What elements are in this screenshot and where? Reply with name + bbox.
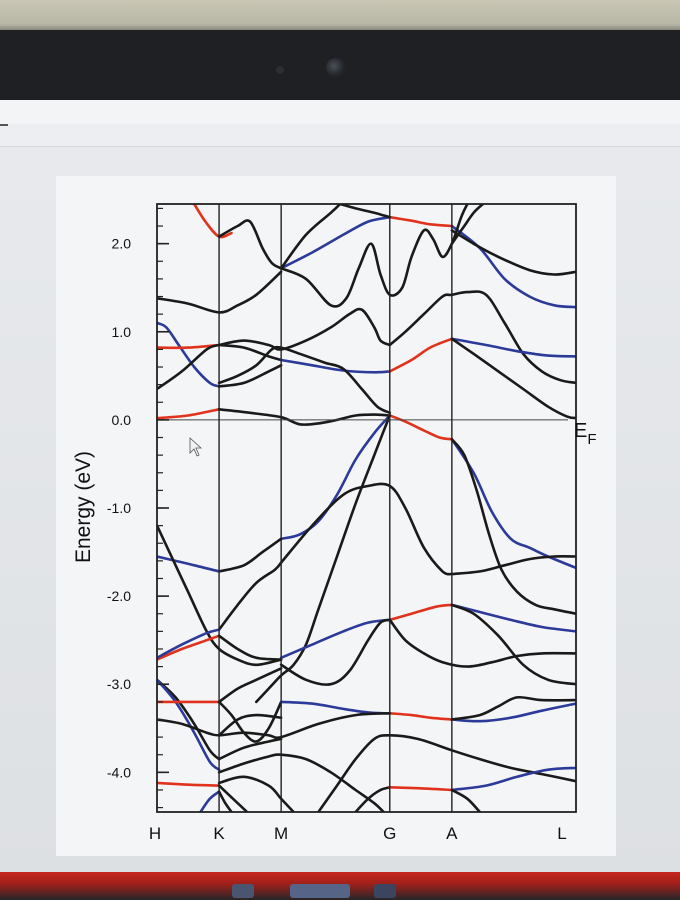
band-line-blue <box>450 603 576 633</box>
band-line-red <box>157 781 221 787</box>
labels-layer: Energy (eV) EF <box>72 420 597 563</box>
band-line-black <box>217 343 283 362</box>
band-line-black <box>450 337 576 420</box>
menu-dash-icon[interactable] <box>0 124 8 126</box>
band-line-blue <box>279 358 392 374</box>
band-line-black <box>450 204 485 245</box>
y-tick-label: -1.0 <box>107 500 131 516</box>
band-line-black <box>279 204 469 308</box>
plot-frame <box>156 203 577 813</box>
x-tick-label: K <box>213 824 225 843</box>
band-line-red <box>157 634 221 661</box>
sensor-dot <box>276 66 284 74</box>
band-line-blue <box>450 702 576 723</box>
band-line-black <box>217 790 233 812</box>
band-line-black <box>279 482 454 576</box>
band-line-blue <box>279 700 392 715</box>
band-line-black <box>217 700 283 743</box>
band-line-red <box>388 215 454 228</box>
band-line-blue <box>157 321 221 388</box>
band-line-black <box>217 713 283 737</box>
band-line-red <box>388 603 454 622</box>
mouse-cursor-icon <box>189 437 203 457</box>
band-line-black <box>217 408 392 426</box>
band-line-blue <box>157 628 221 660</box>
band-line-black <box>279 618 392 686</box>
band-line-black <box>217 307 392 351</box>
band-line-black <box>388 290 576 385</box>
band-line-black <box>450 229 576 276</box>
taskbar-app-icon[interactable] <box>374 884 396 898</box>
band-line-black <box>255 414 392 704</box>
band-line-blue <box>450 766 576 792</box>
y-tick-label: -3.0 <box>107 676 131 692</box>
band-line-blue <box>157 678 221 771</box>
band-line-blue <box>279 618 392 660</box>
band-line-red <box>192 204 233 239</box>
band-line-black <box>157 712 392 740</box>
fermi-label-subscript: F <box>587 431 596 448</box>
band-line-black <box>450 554 576 576</box>
band-line-black <box>217 364 283 388</box>
band-line-black <box>354 786 392 812</box>
band-line-black <box>217 219 283 270</box>
band-line-black <box>217 784 249 812</box>
taskbar-app-icon[interactable] <box>290 884 350 898</box>
band-line-red <box>388 786 454 792</box>
band-line-black <box>217 737 283 761</box>
band-line-black <box>217 775 295 812</box>
axes-layer: 2.0 1.0 0.0 -1.0 -2.0 -3.0 -4.0 H K M G A L <box>107 203 577 843</box>
band-line-red <box>388 337 454 373</box>
band-line-red <box>157 408 221 420</box>
y-tick-label: 2.0 <box>112 236 132 252</box>
band-line-blue <box>157 555 221 573</box>
band-line-black <box>450 788 482 812</box>
y-axis-label: Energy (eV) <box>72 451 95 563</box>
band-line-black <box>217 537 283 573</box>
y-tick-label: 1.0 <box>112 324 132 340</box>
bands-layer <box>157 204 576 812</box>
band-line-black <box>217 667 283 704</box>
band-line-black <box>157 343 221 391</box>
band-line-black <box>157 524 283 667</box>
band-line-black <box>157 270 283 314</box>
band-line-black <box>217 753 385 812</box>
x-tick-label: L <box>557 824 566 843</box>
band-line-blue <box>279 414 392 541</box>
webcam-icon <box>326 58 346 78</box>
band-line-black <box>157 678 221 761</box>
fermi-label-main: E <box>574 420 587 442</box>
x-tick-label: H <box>149 824 161 843</box>
band-line-blue <box>450 337 576 358</box>
y-tick-label: -2.0 <box>107 588 131 604</box>
band-line-blue <box>279 215 392 270</box>
taskbar-app-icon[interactable] <box>232 884 254 898</box>
band-line-black <box>217 634 283 661</box>
x-tick-label: G <box>383 824 396 843</box>
band-line-black <box>279 204 342 270</box>
band-line-black <box>217 561 283 631</box>
fermi-level-label: EF <box>574 420 597 448</box>
band-line-black <box>338 204 392 219</box>
band-line-black <box>217 345 392 415</box>
band-line-blue <box>450 438 576 570</box>
x-tick-label: M <box>274 824 288 843</box>
band-line-blue <box>199 790 221 812</box>
browser-tab-strip <box>0 124 680 147</box>
band-line-black <box>450 603 576 686</box>
band-line-blue <box>450 224 576 309</box>
y-tick-label: -4.0 <box>107 764 131 780</box>
band-line-black <box>450 438 576 615</box>
band-line-red <box>388 414 454 441</box>
band-line-black <box>388 618 576 668</box>
figure-page <box>56 176 616 856</box>
band-line-red <box>388 712 454 721</box>
band-line-black <box>450 695 576 721</box>
browser-toolbar <box>0 100 680 125</box>
band-line-black <box>317 733 576 812</box>
x-tick-label: A <box>446 824 458 843</box>
y-tick-label: 0.0 <box>112 412 132 428</box>
